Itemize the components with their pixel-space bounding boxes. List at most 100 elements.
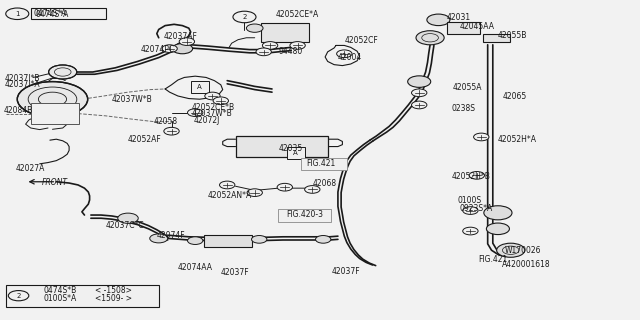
Circle shape <box>408 76 431 87</box>
Text: 42052CE*B: 42052CE*B <box>192 103 235 112</box>
Text: 2: 2 <box>17 293 20 299</box>
Circle shape <box>416 31 444 45</box>
Text: 94480: 94480 <box>278 47 303 56</box>
Text: A: A <box>293 150 298 156</box>
Text: W170026: W170026 <box>504 246 541 255</box>
Text: 0923S*A: 0923S*A <box>460 204 493 213</box>
Text: 42052H*A: 42052H*A <box>498 135 537 144</box>
Text: 0474S*A: 0474S*A <box>35 10 68 19</box>
Text: FIG.421: FIG.421 <box>479 255 508 264</box>
Text: 42037I*A: 42037I*A <box>5 80 41 89</box>
Circle shape <box>256 48 271 56</box>
Text: 42055B: 42055B <box>498 31 527 40</box>
Text: 42065: 42065 <box>502 92 527 101</box>
Bar <box>301 158 347 170</box>
Text: 0238S: 0238S <box>451 104 475 113</box>
Circle shape <box>290 42 305 49</box>
Circle shape <box>305 186 320 193</box>
Text: 42035: 42035 <box>278 144 303 153</box>
Circle shape <box>463 227 478 235</box>
Text: 0100S*A: 0100S*A <box>44 294 77 303</box>
Text: 42037W*B: 42037W*B <box>192 109 233 118</box>
Text: < -1508>: < -1508> <box>95 286 132 295</box>
Text: 42037W*B: 42037W*B <box>112 95 153 104</box>
Text: FIG.420-3: FIG.420-3 <box>287 210 324 219</box>
Text: 42074F: 42074F <box>157 231 186 240</box>
Bar <box>6 285 159 307</box>
Text: 42084B: 42084B <box>3 106 33 115</box>
Text: 0474S*B: 0474S*B <box>44 286 77 295</box>
Text: 0474S*A: 0474S*A <box>33 9 67 18</box>
Text: 42004: 42004 <box>338 53 362 62</box>
Circle shape <box>6 8 29 20</box>
Circle shape <box>220 181 235 189</box>
Text: A: A <box>197 84 202 90</box>
Text: 42037C*C: 42037C*C <box>106 221 144 230</box>
Circle shape <box>49 65 77 79</box>
Bar <box>483 34 510 42</box>
Text: 42045AA: 42045AA <box>460 22 495 31</box>
Text: 42074AA: 42074AA <box>178 263 213 272</box>
Circle shape <box>164 127 179 135</box>
Text: 42037F: 42037F <box>221 268 250 277</box>
Bar <box>236 136 328 157</box>
Bar <box>191 81 209 93</box>
Text: 2: 2 <box>243 14 246 20</box>
Circle shape <box>427 14 450 26</box>
Text: 42055A: 42055A <box>453 83 483 92</box>
Text: 42037F: 42037F <box>332 267 360 276</box>
Text: 42074PC: 42074PC <box>141 45 175 54</box>
Circle shape <box>246 24 263 32</box>
Text: 42052AN*A: 42052AN*A <box>208 191 252 200</box>
Circle shape <box>474 133 489 141</box>
Text: 42037AF: 42037AF <box>163 32 197 41</box>
Circle shape <box>497 243 525 257</box>
Circle shape <box>150 234 168 243</box>
Text: 0100S: 0100S <box>458 196 482 205</box>
Circle shape <box>188 237 203 244</box>
Circle shape <box>252 236 267 243</box>
Circle shape <box>412 101 427 109</box>
Circle shape <box>277 183 292 191</box>
Circle shape <box>262 42 278 49</box>
Bar <box>204 235 252 247</box>
Text: FRONT: FRONT <box>42 178 68 187</box>
Circle shape <box>233 11 256 23</box>
Text: 42037I*B: 42037I*B <box>5 74 40 83</box>
Text: 42072J: 42072J <box>193 116 220 125</box>
Text: 1: 1 <box>15 11 20 17</box>
Text: 42027A: 42027A <box>16 164 45 172</box>
Circle shape <box>205 92 220 100</box>
Circle shape <box>172 44 193 54</box>
Text: 42031: 42031 <box>447 13 471 22</box>
Circle shape <box>484 206 512 220</box>
Bar <box>31 8 106 19</box>
Circle shape <box>316 236 331 243</box>
Circle shape <box>17 82 88 117</box>
Circle shape <box>337 50 352 58</box>
Text: 42068: 42068 <box>312 179 337 188</box>
Text: 42052AF: 42052AF <box>128 135 162 144</box>
Circle shape <box>188 109 203 116</box>
Bar <box>278 209 331 222</box>
Text: A420001618: A420001618 <box>502 260 551 269</box>
Circle shape <box>247 189 262 196</box>
Text: 42058: 42058 <box>154 117 178 126</box>
Circle shape <box>162 45 177 52</box>
Circle shape <box>118 213 138 223</box>
Circle shape <box>8 291 29 301</box>
Circle shape <box>486 223 509 235</box>
Bar <box>31 103 79 124</box>
Text: 42052CF: 42052CF <box>344 36 378 44</box>
Text: 42052H*B: 42052H*B <box>451 172 490 181</box>
Circle shape <box>469 172 484 179</box>
Circle shape <box>213 97 228 105</box>
Text: FIG.421: FIG.421 <box>306 159 335 168</box>
Text: 42052CE*A: 42052CE*A <box>275 10 319 19</box>
Text: <1509- >: <1509- > <box>95 294 132 303</box>
Bar <box>447 22 480 34</box>
Bar <box>261 23 309 42</box>
Circle shape <box>412 89 427 97</box>
Bar <box>287 147 305 159</box>
Circle shape <box>463 207 478 214</box>
